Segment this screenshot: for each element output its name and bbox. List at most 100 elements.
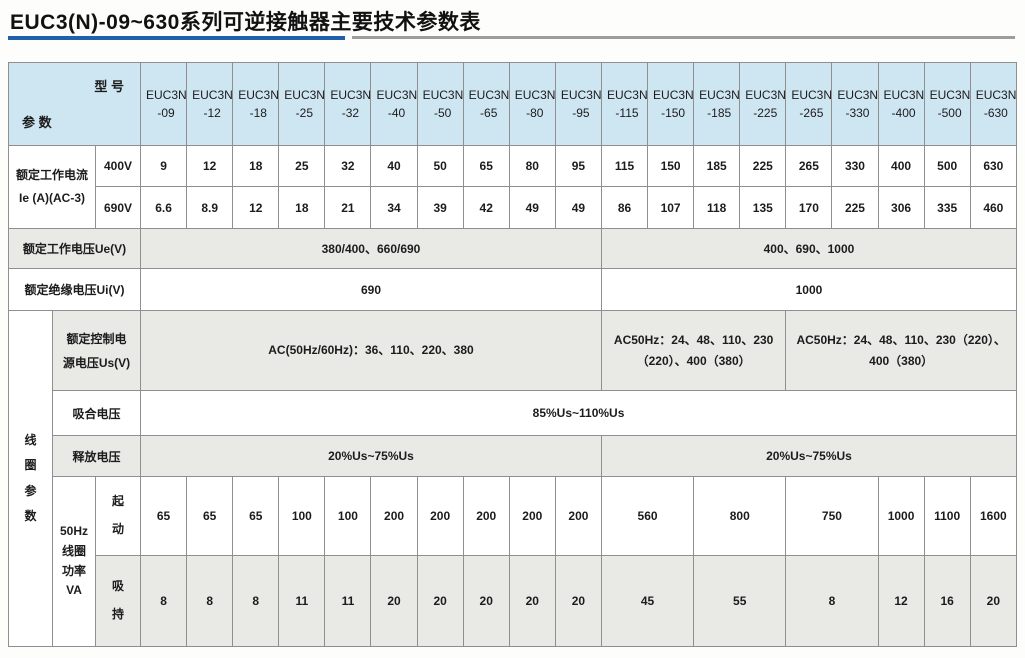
start-value: 200 xyxy=(370,476,418,556)
rated-voltage-label: 额定工作电压Ue(V) xyxy=(7,228,142,269)
model-prefix: EUC3N xyxy=(238,88,279,102)
model-prefix: EUC3N xyxy=(284,88,325,102)
release-voltage-right: 20%Us~75%Us xyxy=(600,435,1018,477)
current-690v-value: 18 xyxy=(278,186,326,229)
current-400v-value: 400 xyxy=(877,145,925,187)
model-prefix: EUC3N xyxy=(975,88,1017,102)
current-690v-value: 170 xyxy=(785,186,833,229)
model-header-225: EUC3N -225 xyxy=(739,62,787,146)
model-header-400: EUC3N -400 xyxy=(877,62,925,146)
model-prefix: EUC3N xyxy=(653,88,694,102)
current-400v-value: 25 xyxy=(278,145,326,187)
model-header-150: EUC3N -150 xyxy=(647,62,695,146)
start-value: 1600 xyxy=(969,476,1018,556)
hold-value: 8 xyxy=(232,555,280,647)
model-suffix: -09 xyxy=(157,106,175,120)
hold-value: 45 xyxy=(600,555,695,647)
current-400v-value: 40 xyxy=(370,145,418,187)
model-header-25: EUC3N -25 xyxy=(278,62,326,146)
model-header-630: EUC3N -630 xyxy=(969,62,1018,146)
current-400v-value: 12 xyxy=(186,145,234,187)
current-400v-value: 18 xyxy=(232,145,280,187)
model-header-50: EUC3N -50 xyxy=(416,62,464,146)
insulation-voltage-left: 690 xyxy=(140,268,602,311)
model-suffix: -150 xyxy=(661,106,686,120)
model-header-09: EUC3N -09 xyxy=(140,62,188,146)
model-header-40: EUC3N -40 xyxy=(370,62,418,146)
start-value: 65 xyxy=(186,476,234,556)
start-row-label: 起 动 xyxy=(94,476,142,556)
model-suffix: -330 xyxy=(845,106,870,120)
model-suffix: -25 xyxy=(295,106,314,120)
corner-model-label: 型 号 xyxy=(94,79,125,94)
current-690v-value: 6.6 xyxy=(140,186,188,229)
start-value: 800 xyxy=(693,476,787,556)
model-header-185: EUC3N -185 xyxy=(693,62,741,146)
title-underline-gray xyxy=(352,36,1015,39)
model-prefix: EUC3N xyxy=(929,88,971,102)
hold-value: 20 xyxy=(370,555,418,647)
current-690v-value: 135 xyxy=(739,186,787,229)
start-value: 1000 xyxy=(877,476,925,556)
model-suffix: -80 xyxy=(526,106,544,120)
hold-value: 20 xyxy=(416,555,464,647)
model-suffix: -50 xyxy=(433,106,452,120)
current-690v-value: 34 xyxy=(370,186,418,229)
model-prefix: EUC3N xyxy=(745,88,786,102)
rated-voltage-left: 380/400、660/690 xyxy=(140,228,602,269)
model-suffix: -40 xyxy=(387,106,406,120)
model-prefix: EUC3N xyxy=(883,88,925,102)
current-690v-value: 460 xyxy=(969,186,1018,229)
hold-value: 8 xyxy=(140,555,188,647)
current-690v-value: 118 xyxy=(693,186,741,229)
current-690v-value: 335 xyxy=(923,186,971,229)
hold-value: 20 xyxy=(554,555,602,647)
model-suffix: -115 xyxy=(615,106,639,120)
model-header-500: EUC3N -500 xyxy=(923,62,971,146)
model-prefix: EUC3N xyxy=(468,88,510,102)
current-400v-value: 150 xyxy=(647,145,695,187)
model-prefix: EUC3N xyxy=(330,88,371,102)
current-400v-value: 115 xyxy=(600,145,649,187)
model-header-330: EUC3N -330 xyxy=(831,62,879,146)
model-suffix: -500 xyxy=(937,106,962,120)
pickup-voltage-value: 85%Us~110%Us xyxy=(140,390,1017,436)
corner-param-label: 参 数 xyxy=(22,115,52,130)
model-prefix: EUC3N xyxy=(560,88,602,102)
release-voltage-left: 20%Us~75%Us xyxy=(140,435,602,477)
model-suffix: -32 xyxy=(341,106,360,120)
model-header-12: EUC3N -12 xyxy=(186,62,234,146)
model-prefix: EUC3N xyxy=(146,88,187,102)
current-400v-value: 50 xyxy=(416,145,464,187)
model-suffix: -18 xyxy=(249,106,267,120)
model-suffix: -65 xyxy=(480,106,498,120)
start-value: 200 xyxy=(554,476,602,556)
start-value: 65 xyxy=(140,476,188,556)
start-value: 200 xyxy=(416,476,464,556)
control-voltage-span2: AC50Hz：24、48、110、230（220）、400（380） xyxy=(600,310,787,391)
model-header-115: EUC3N -115 xyxy=(600,62,649,146)
model-header-265: EUC3N -265 xyxy=(785,62,833,146)
model-prefix: EUC3N xyxy=(514,88,556,102)
model-prefix: EUC3N xyxy=(699,88,740,102)
model-suffix: -12 xyxy=(203,106,221,120)
rated-current-label: 额定工作电流 Ie (A)(AC-3) xyxy=(8,145,96,229)
spec-table: 型 号 参 数 EUC3N -09 EUC3N -12 EUC3N -18 EUC3N… xyxy=(7,62,1018,647)
current-400v-value: 9 xyxy=(140,145,188,187)
model-prefix: EUC3N xyxy=(422,88,464,102)
pickup-voltage-label: 吸合电压 xyxy=(51,390,142,436)
control-voltage-span3: AC50Hz：24、48、110、230（220）、400（380） xyxy=(785,310,1017,391)
start-value: 750 xyxy=(785,476,879,556)
current-400v-value: 225 xyxy=(739,145,787,187)
model-prefix: EUC3N xyxy=(837,88,879,102)
current-690v-value: 49 xyxy=(554,186,602,229)
hold-value: 12 xyxy=(877,555,925,647)
rated-voltage-right: 400、690、1000 xyxy=(600,228,1018,269)
hold-value: 20 xyxy=(969,555,1018,647)
hold-value: 11 xyxy=(324,555,372,647)
current-400v-value: 65 xyxy=(462,145,510,187)
row-label-690v: 690V xyxy=(94,186,142,229)
start-value: 200 xyxy=(462,476,510,556)
hold-value: 16 xyxy=(923,555,971,647)
hold-value: 20 xyxy=(462,555,510,647)
